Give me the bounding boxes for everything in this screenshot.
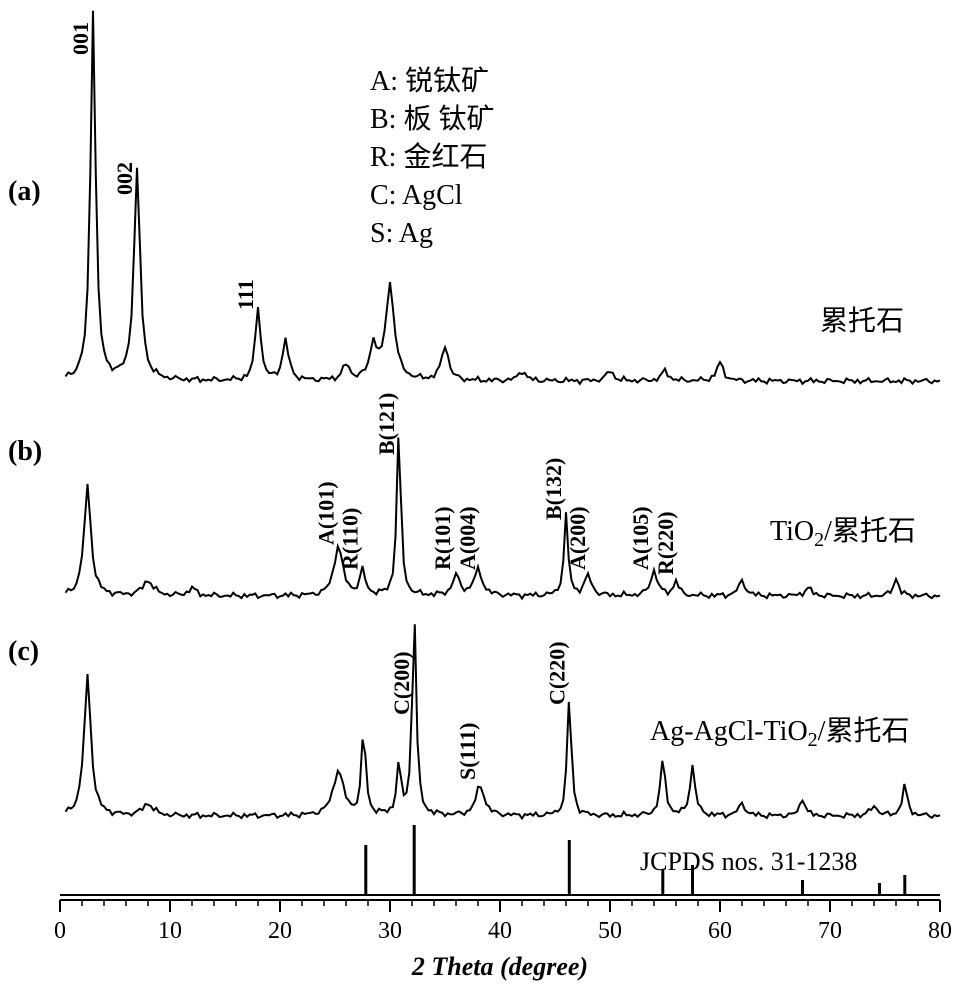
peak-label: S(111) [455, 723, 480, 780]
legend-item: A: 锐钛矿 [370, 65, 489, 97]
series-label: TiO2/累托石 [770, 515, 916, 551]
x-tick-label: 60 [708, 918, 732, 944]
x-tick-label: 70 [818, 918, 842, 944]
xrd-curve-c [66, 624, 941, 818]
x-tick-label: 10 [158, 918, 182, 944]
x-tick-label: 0 [54, 918, 66, 944]
panel-label-b: (b) [8, 436, 42, 467]
peak-label: 002 [112, 162, 137, 195]
series-label: Ag-AgCl-TiO2/累托石 [650, 715, 909, 751]
legend-item: R: 金红石 [370, 141, 487, 173]
series-label: 累托石 [820, 305, 904, 337]
peak-label: A(105) [628, 506, 653, 570]
x-tick-label: 50 [598, 918, 622, 944]
x-tick-label: 40 [488, 918, 512, 944]
peak-label: A(200) [565, 506, 590, 570]
jcpds-label: JCPDS nos. 31-1238 [640, 847, 857, 876]
xrd-curve-a [66, 11, 941, 384]
x-axis-label: 2 Theta (degree) [411, 952, 588, 981]
peak-label: R(101) [430, 506, 455, 570]
peak-label: R(220) [653, 511, 678, 575]
chart-svg: 001 002 111 A(101)R(110) B(121) R(101)A(004) B… [0, 0, 964, 991]
x-tick-label: 30 [378, 918, 402, 944]
peak-label: B(132) [541, 458, 566, 520]
legend-item: C: AgCl [370, 180, 463, 211]
peak-label: A(101) [313, 481, 338, 545]
panel-label-c: (c) [8, 636, 39, 667]
x-tick-label: 80 [928, 918, 952, 944]
peak-label: C(200) [389, 651, 414, 715]
peak-label: B(121) [374, 393, 399, 455]
peak-label: C(220) [544, 641, 569, 705]
legend-item: B: 板 钛矿 [370, 103, 494, 135]
peak-label: A(004) [455, 506, 480, 570]
peak-label: R(110) [338, 508, 363, 570]
panel-label-a: (a) [8, 176, 41, 207]
x-tick-label: 20 [268, 918, 292, 944]
xrd-chart: 001 002 111 A(101)R(110) B(121) R(101)A(004) B… [0, 0, 964, 991]
peak-label: 111 [233, 279, 258, 310]
legend-item: S: Ag [370, 218, 433, 249]
peak-label: 001 [68, 22, 93, 55]
